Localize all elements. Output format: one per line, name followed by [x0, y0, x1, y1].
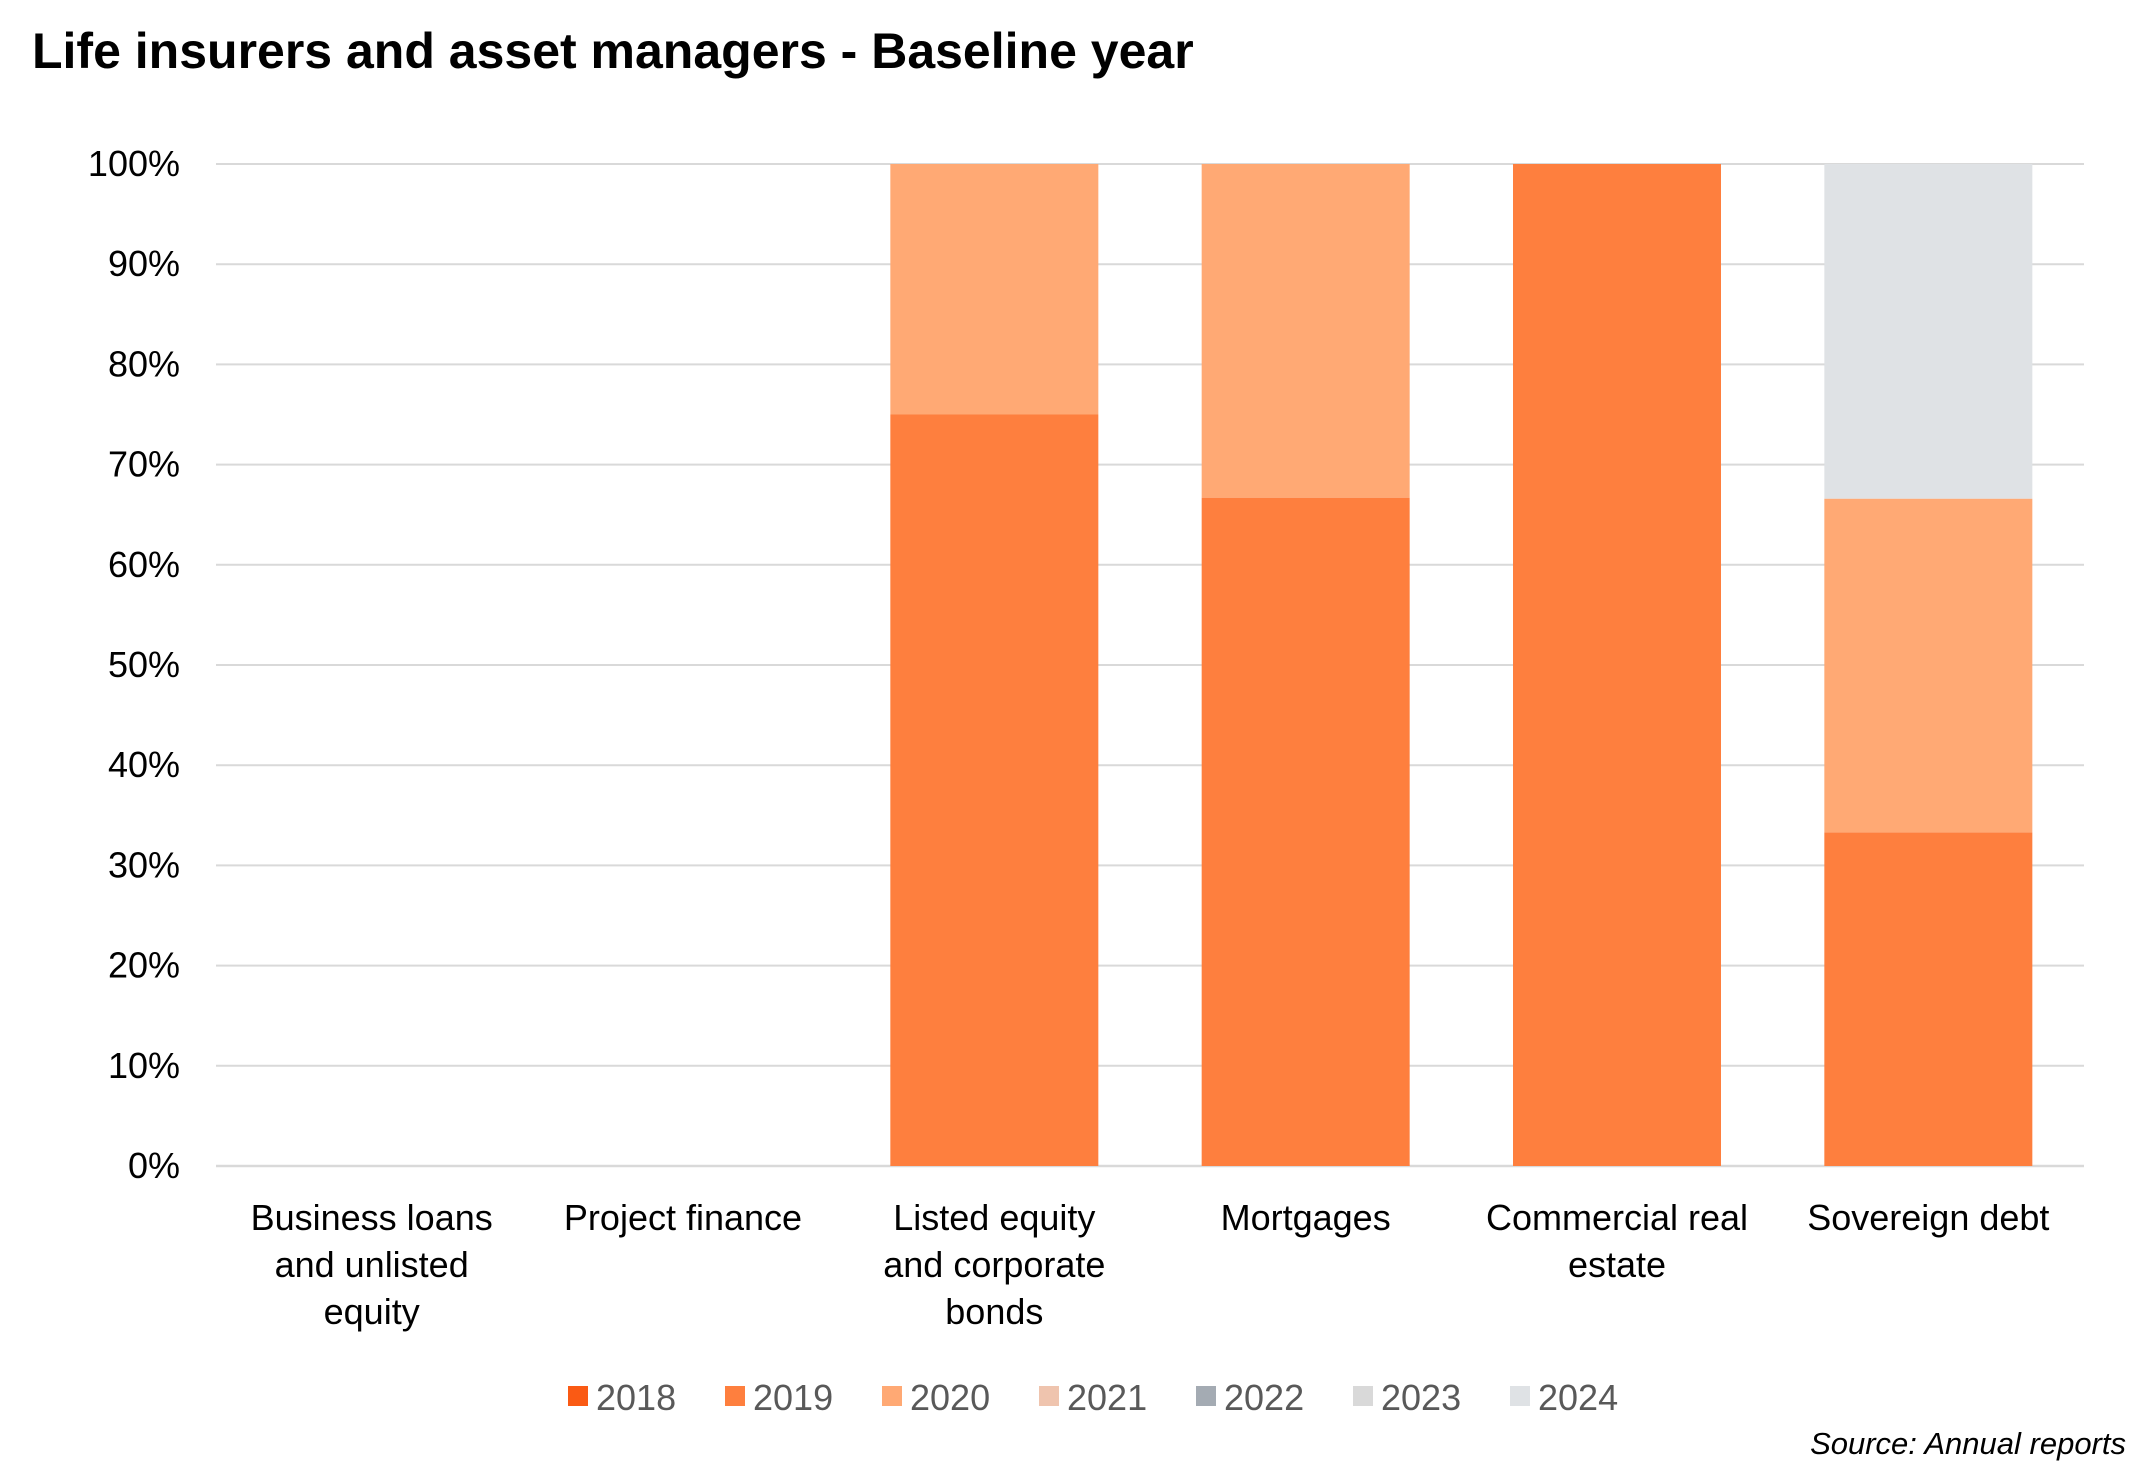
legend-label-2018: 2018 — [596, 1377, 676, 1418]
legend-swatch-2018 — [568, 1386, 588, 1406]
x-category-label: Project finance — [564, 1197, 802, 1238]
legend-label-2019: 2019 — [753, 1377, 833, 1418]
bar-segment-2019 — [1201, 497, 1410, 1166]
legend: 2018 2019 2020 2021 2022 2023 2024 — [568, 1377, 1618, 1418]
gridlines — [216, 163, 2084, 1168]
bar-segment-2019 — [1513, 164, 1721, 1166]
y-tick-label: 40% — [108, 744, 180, 785]
legend-swatch-2021 — [1039, 1386, 1059, 1406]
bar-segment-2020 — [1201, 164, 1410, 498]
legend-label-2021: 2021 — [1067, 1377, 1147, 1418]
y-tick-label: 70% — [108, 444, 180, 485]
legend-label-2020: 2020 — [910, 1377, 990, 1418]
bar-segment-2024 — [1824, 164, 2033, 499]
y-tick-label: 80% — [108, 343, 180, 384]
y-axis-ticks: 0% 10% 20% 30% 40% 50% 60% 70% 80% 90% 100% — [88, 143, 180, 1186]
y-tick-label: 90% — [108, 243, 180, 284]
x-axis-category-labels: Business loans and unlisted equity Project … — [251, 1197, 2050, 1332]
bar-segment-2020 — [890, 164, 1099, 415]
y-tick-label: 50% — [108, 644, 180, 685]
x-category-label: and unlisted — [275, 1244, 469, 1285]
x-category-label: and corporate — [883, 1244, 1105, 1285]
y-tick-label: 30% — [108, 844, 180, 885]
y-tick-label: 60% — [108, 544, 180, 585]
y-tick-label: 10% — [108, 1045, 180, 1086]
bars — [890, 164, 2033, 1166]
x-category-label: Sovereign debt — [1807, 1197, 2049, 1238]
y-tick-label: 100% — [88, 143, 180, 184]
legend-swatch-2022 — [1196, 1386, 1216, 1406]
legend-label-2022: 2022 — [1224, 1377, 1304, 1418]
legend-swatch-2024 — [1510, 1386, 1530, 1406]
x-category-label: bonds — [945, 1291, 1043, 1332]
x-category-label: Mortgages — [1221, 1197, 1391, 1238]
source-note: Source: Annual reports — [1810, 1426, 2126, 1461]
y-tick-label: 0% — [128, 1145, 180, 1186]
x-category-label: Commercial real — [1486, 1197, 1748, 1238]
legend-swatch-2019 — [725, 1386, 745, 1406]
bar-segment-2020 — [1824, 498, 2033, 833]
legend-swatch-2023 — [1353, 1386, 1373, 1406]
chart-title: Life insurers and asset managers - Basel… — [32, 23, 1194, 79]
x-category-label: equity — [324, 1291, 420, 1332]
legend-label-2023: 2023 — [1381, 1377, 1461, 1418]
bar-segment-2019 — [1824, 832, 2033, 1166]
bar-segment-2019 — [890, 414, 1099, 1166]
x-category-label: Business loans — [251, 1197, 493, 1238]
x-category-label: estate — [1568, 1244, 1666, 1285]
legend-swatch-2020 — [882, 1386, 902, 1406]
y-tick-label: 20% — [108, 945, 180, 986]
legend-label-2024: 2024 — [1538, 1377, 1618, 1418]
x-category-label: Listed equity — [893, 1197, 1095, 1238]
